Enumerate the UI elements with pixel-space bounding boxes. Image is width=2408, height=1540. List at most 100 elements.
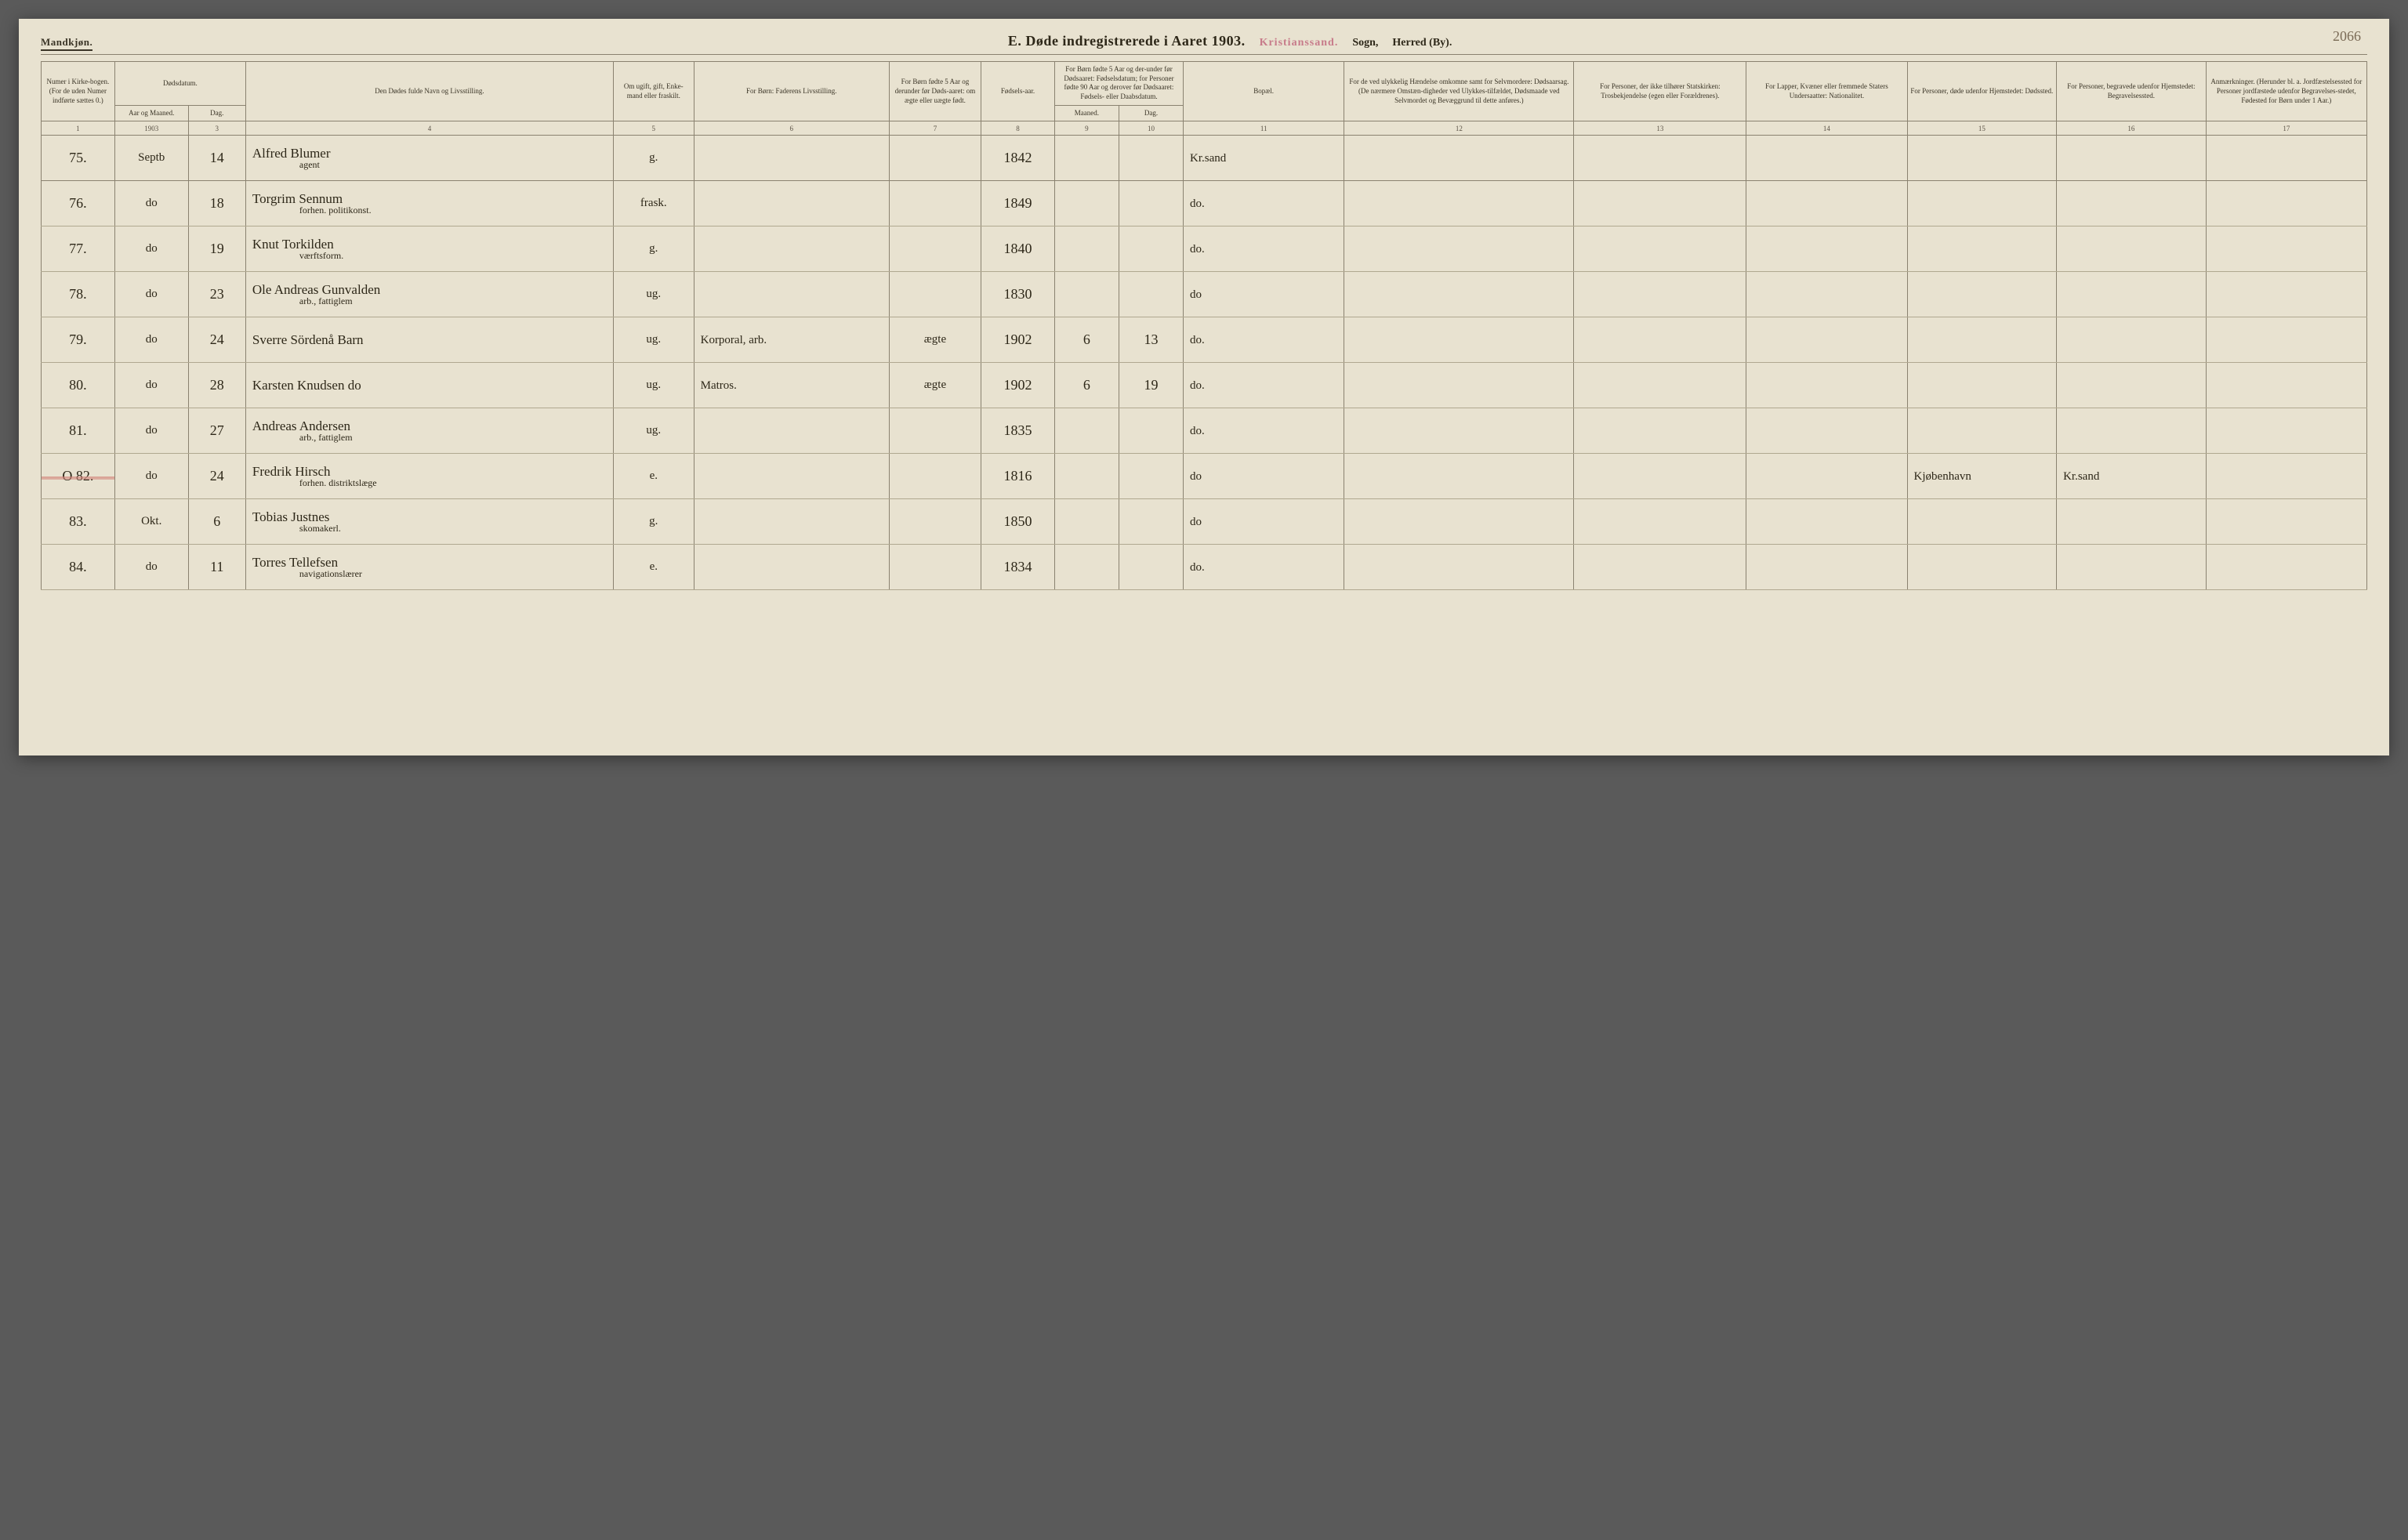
cell: 1840 [981, 226, 1055, 272]
cell: 84. [42, 545, 115, 590]
cell: 1834 [981, 545, 1055, 590]
cell [1119, 499, 1183, 545]
cell [1746, 317, 1907, 363]
colnum: 4 [245, 121, 613, 136]
cell: do [114, 408, 188, 454]
cell [1574, 363, 1746, 408]
cell: Sverre Sördenå Barn [245, 317, 613, 363]
cell [889, 454, 981, 499]
table-body: 1 1903 3 4 5 6 7 8 9 10 11 12 13 14 15 1… [42, 121, 2367, 590]
colnum: 12 [1344, 121, 1574, 136]
cell [1907, 226, 2057, 272]
cell [1344, 408, 1574, 454]
cell: Korporal, arb. [694, 317, 889, 363]
cell [2206, 317, 2366, 363]
register-page: 2066 Mandkjøn. E. Døde indregistrerede i… [19, 19, 2389, 756]
cell [2206, 363, 2366, 408]
col-header: Bopæl. [1184, 62, 1344, 121]
col-subheader: Dag. [188, 105, 245, 121]
cell: g. [614, 136, 694, 181]
cell: 78. [42, 272, 115, 317]
cell [2206, 272, 2366, 317]
col-subheader: Maaned. [1054, 105, 1119, 121]
cell [1574, 408, 1746, 454]
cell [1574, 454, 1746, 499]
table-row: O 82.do24Fredrik Hirschforhen. distrikts… [42, 454, 2367, 499]
cell: Ole Andreas Gunvaldenarb., fattiglem [245, 272, 613, 317]
cell [1746, 226, 1907, 272]
cell: Fredrik Hirschforhen. distriktslæge [245, 454, 613, 499]
col-header: Dødsdatum. [114, 62, 245, 106]
table-row: 78.do23Ole Andreas Gunvaldenarb., fattig… [42, 272, 2367, 317]
cell: Torgrim Sennumforhen. politikonst. [245, 181, 613, 226]
cell: 18 [188, 181, 245, 226]
herred-label: Herred (By). [1392, 37, 1452, 49]
cell: ægte [889, 363, 981, 408]
cell [1344, 226, 1574, 272]
cell [2057, 545, 2207, 590]
table-row: 75.Septb14Alfred Blumeragentg.1842Kr.san… [42, 136, 2367, 181]
cell [889, 181, 981, 226]
cell: do [1184, 454, 1344, 499]
cell [694, 272, 889, 317]
cell [1746, 454, 1907, 499]
gender-label: Mandkjøn. [41, 36, 92, 51]
cell [2057, 499, 2207, 545]
cell: 1816 [981, 454, 1055, 499]
cell: do [114, 181, 188, 226]
cell [1054, 408, 1119, 454]
cell [889, 226, 981, 272]
cell [1574, 226, 1746, 272]
colnum: 11 [1184, 121, 1344, 136]
register-table: Numer i Kirke-bogen. (For de uden Numer … [41, 61, 2367, 590]
cell: do [114, 226, 188, 272]
cell [1054, 272, 1119, 317]
cell: 1830 [981, 272, 1055, 317]
cell [1344, 317, 1574, 363]
cell [694, 181, 889, 226]
cell: 83. [42, 499, 115, 545]
cell [2057, 272, 2207, 317]
cell: 11 [188, 545, 245, 590]
cell: Torres Tellefsennavigationslærer [245, 545, 613, 590]
colnum: 13 [1574, 121, 1746, 136]
colnum: 3 [188, 121, 245, 136]
cell [1574, 136, 1746, 181]
year-heading: 1903 [114, 121, 188, 136]
cell [1574, 181, 1746, 226]
cell [694, 499, 889, 545]
cell: do [114, 454, 188, 499]
sogn-label: Sogn, [1352, 37, 1378, 49]
cell [1746, 272, 1907, 317]
cell: do [1184, 499, 1344, 545]
cell: Alfred Blumeragent [245, 136, 613, 181]
cell [1574, 545, 1746, 590]
table-header: Numer i Kirke-bogen. (For de uden Numer … [42, 62, 2367, 121]
col-header: Om ugift, gift, Enke-mand eller fraskilt… [614, 62, 694, 121]
cell: Kr.sand [2057, 454, 2207, 499]
cell: 80. [42, 363, 115, 408]
col-header: Den Dødes fulde Navn og Livsstilling. [245, 62, 613, 121]
colnum: 8 [981, 121, 1055, 136]
cell [1574, 499, 1746, 545]
cell [1746, 499, 1907, 545]
cell: 1902 [981, 317, 1055, 363]
cell: Septb [114, 136, 188, 181]
cell [889, 136, 981, 181]
cell [2206, 226, 2366, 272]
page-header: Mandkjøn. E. Døde indregistrerede i Aare… [41, 33, 2367, 55]
colnum: 10 [1119, 121, 1183, 136]
cell [1746, 181, 1907, 226]
cell [694, 226, 889, 272]
table-row: 80.do28Karsten Knudsen doug.Matros.ægte1… [42, 363, 2367, 408]
cell [1119, 136, 1183, 181]
cell [2206, 499, 2366, 545]
cell [1344, 363, 1574, 408]
cell [1119, 226, 1183, 272]
cell [1344, 136, 1574, 181]
cell [2057, 136, 2207, 181]
col-header: For Børn fødte 5 Aar og der-under før Dø… [1054, 62, 1183, 106]
col-header: For de ved ulykkelig Hændelse omkomne sa… [1344, 62, 1574, 121]
page-number: 2066 [2333, 28, 2361, 45]
cell [2206, 181, 2366, 226]
